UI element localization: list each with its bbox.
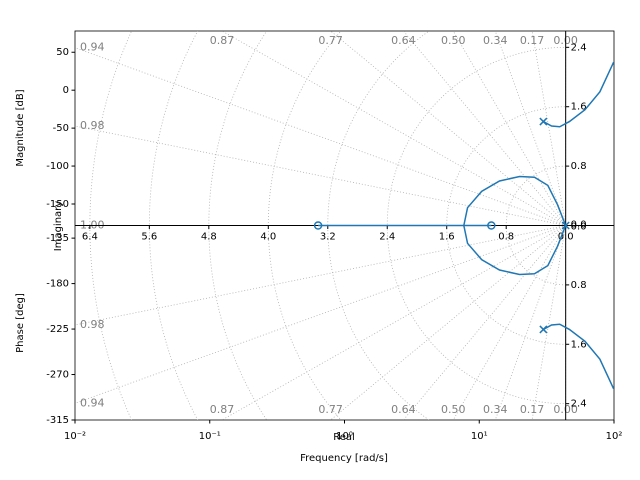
y-tick-label: 50	[56, 47, 69, 58]
y-tick-label: -315	[46, 415, 69, 426]
damping-label: 0.94	[80, 396, 105, 409]
damping-label: 0.17	[520, 34, 545, 47]
damping-line	[403, 30, 566, 226]
phase-label: Phase [deg]	[15, 293, 26, 353]
x-tick-label: 3.2	[320, 232, 336, 243]
y-tick-label: 1.6	[571, 102, 587, 113]
zero-marker	[313, 221, 323, 230]
damping-line	[221, 225, 566, 421]
damping-label: 0.77	[318, 403, 343, 416]
x-tick-label: 10⁻²	[64, 431, 86, 442]
y-tick-label: -270	[46, 370, 69, 381]
real-label: Real	[333, 432, 355, 443]
x-tick-label: 10¹	[471, 431, 488, 442]
locus-branch	[463, 175, 567, 226]
frequency-label: Frequency [rad/s]	[300, 453, 388, 464]
y-tick-label: -50	[53, 123, 69, 134]
y-tick-label: -225	[46, 324, 69, 335]
damping-label: 0.98	[80, 318, 105, 331]
y-tick-label: 2.4	[571, 42, 587, 53]
damping-label: 0.98	[80, 119, 105, 132]
damping-label: 0.94	[80, 41, 105, 54]
y-tick-label: -100	[46, 161, 69, 172]
damping-label: 0.87	[210, 34, 235, 47]
damping-line	[74, 225, 566, 404]
damping-line	[221, 30, 566, 226]
y-tick-label: -135	[46, 233, 69, 244]
zero-marker	[487, 221, 496, 230]
damping-line	[403, 225, 566, 421]
locus-branch	[543, 323, 614, 390]
x-tick-label: 2.4	[379, 232, 395, 243]
y-tick-label: 0.0	[571, 220, 587, 231]
damping-label: 0.64	[391, 34, 416, 47]
y-tick-label: 2.4	[571, 399, 587, 410]
y-tick-label: 0.0	[571, 222, 587, 233]
x-tick-label: 0.0	[558, 232, 574, 243]
x-tick-label: 6.4	[82, 232, 98, 243]
damping-line	[74, 125, 566, 226]
y-tick-label: -180	[46, 279, 69, 290]
x-tick-label: 0.8	[498, 232, 514, 243]
damping-label: 0.50	[441, 34, 466, 47]
damping-line	[452, 225, 567, 421]
x-tick-label: 10²	[606, 431, 623, 442]
x-tick-label: 4.0	[260, 232, 276, 243]
y-tick-label: 1.6	[571, 339, 587, 350]
y-tick-label: 0.8	[571, 280, 587, 291]
damping-line	[330, 30, 566, 226]
pole-marker	[539, 325, 548, 334]
y-tick-label: -150	[46, 199, 69, 210]
damping-line	[74, 225, 566, 326]
damping-label: 0.50	[441, 403, 466, 416]
x-tick-label: 10⁻¹	[199, 431, 221, 442]
damping-label: 0.17	[520, 403, 545, 416]
y-tick-label: 0.8	[571, 161, 587, 172]
damping-label: 0.87	[210, 403, 235, 416]
damping-line	[330, 225, 566, 421]
x-tick-label: 5.6	[141, 232, 157, 243]
x-tick-label: 1.6	[439, 232, 455, 243]
damping-label: 0.34	[483, 403, 508, 416]
x-tick-label: 10⁰	[336, 431, 353, 442]
damping-line	[452, 30, 567, 226]
damping-label: 0.34	[483, 34, 508, 47]
damping-label: 0.77	[318, 34, 343, 47]
pole-marker	[539, 117, 548, 126]
locus-branch	[463, 225, 567, 276]
x-tick-label: 4.8	[201, 232, 217, 243]
damping-label: 0.64	[391, 403, 416, 416]
imaginary-label: Imaginary	[53, 201, 64, 252]
pole-marker	[561, 221, 570, 230]
damping-line	[74, 47, 566, 226]
locus-group	[318, 61, 614, 390]
y-tick-label: 0	[63, 85, 69, 96]
locus-branch	[543, 61, 614, 128]
magnitude-label: Magnitude [dB]	[15, 89, 26, 166]
wn-circle	[327, 31, 430, 420]
